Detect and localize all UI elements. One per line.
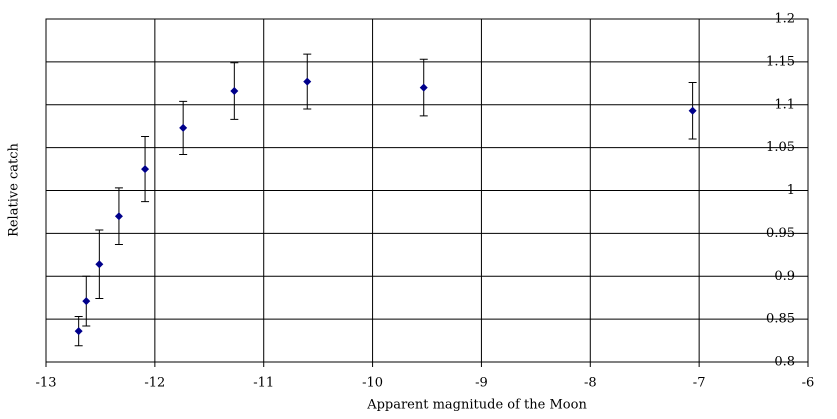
x-tick-label: -8 bbox=[584, 376, 597, 391]
y-tick-label: 1.05 bbox=[766, 140, 795, 155]
plot-frame bbox=[45, 18, 809, 363]
y-tick-label: 1 bbox=[787, 183, 795, 198]
x-tick-label: -12 bbox=[144, 376, 165, 391]
point bbox=[95, 260, 104, 269]
y-tick-label: 1.1 bbox=[774, 97, 795, 112]
x-tick-label: -11 bbox=[253, 376, 274, 391]
point bbox=[303, 77, 312, 86]
point bbox=[179, 123, 188, 132]
x-tick-label: -13 bbox=[36, 376, 57, 391]
point bbox=[141, 165, 150, 174]
y-tick-label: 1.15 bbox=[766, 54, 795, 69]
y-tick-label: 0.9 bbox=[774, 269, 795, 284]
x-axis-label: Apparent magnitude of the Moon bbox=[366, 398, 587, 413]
y-axis-label: Relative catch bbox=[7, 142, 22, 236]
x-tick-label: -9 bbox=[475, 376, 488, 391]
point bbox=[230, 87, 239, 96]
x-tick-label: -10 bbox=[362, 376, 383, 391]
point bbox=[82, 297, 91, 306]
y-tick-label: 0.95 bbox=[766, 226, 795, 241]
x-tick-label: -6 bbox=[802, 376, 815, 391]
point bbox=[74, 327, 83, 336]
point bbox=[114, 212, 123, 221]
point bbox=[688, 106, 697, 115]
y-tick-label: 0.85 bbox=[766, 312, 795, 327]
point bbox=[419, 83, 428, 92]
x-tick-label: -7 bbox=[693, 376, 706, 391]
